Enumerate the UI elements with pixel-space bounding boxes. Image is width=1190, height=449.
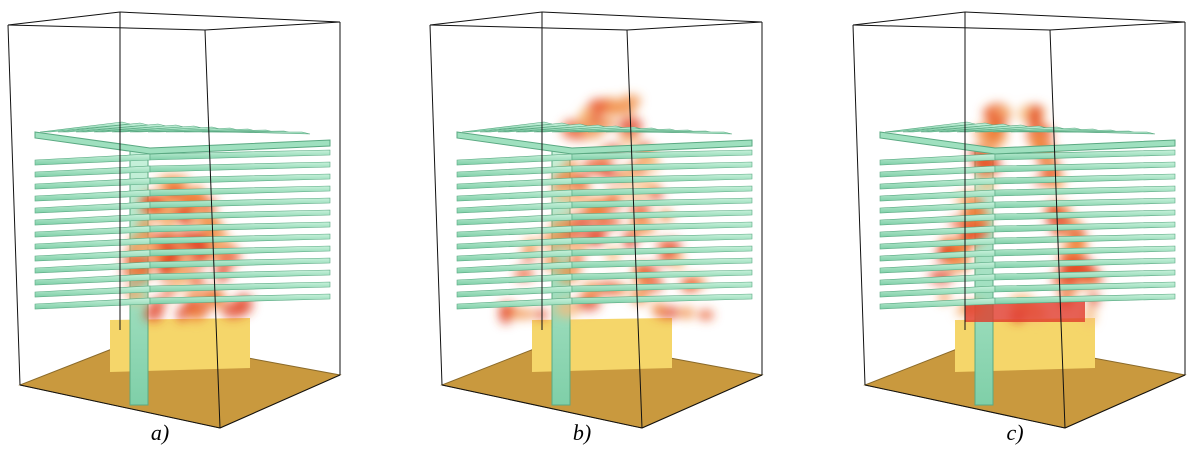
slat	[995, 186, 1175, 196]
box-edge	[542, 12, 762, 22]
panel-label: c)	[1006, 420, 1023, 445]
panel	[430, 12, 762, 428]
slat	[995, 162, 1175, 172]
roof-slat	[220, 132, 310, 134]
flame	[609, 104, 637, 115]
box-edge	[627, 22, 762, 30]
box-edge	[853, 25, 1050, 30]
flame	[509, 309, 534, 320]
panel-label: b)	[573, 420, 591, 445]
box-edge	[853, 25, 865, 385]
box-edge	[205, 22, 340, 30]
flame	[188, 308, 205, 322]
figure: a) b) c)	[0, 0, 1190, 449]
slat	[995, 198, 1175, 208]
box-edge	[8, 12, 120, 25]
box-edge	[120, 12, 340, 22]
flame	[651, 302, 665, 316]
slat	[572, 174, 752, 184]
slat	[995, 210, 1175, 220]
flame	[534, 309, 548, 319]
slat	[572, 294, 752, 304]
flame	[679, 307, 695, 319]
slat	[995, 174, 1175, 184]
flame	[996, 106, 1009, 116]
box-edge	[430, 25, 627, 30]
box-edge	[965, 12, 1185, 22]
panel	[8, 12, 340, 428]
flame	[698, 310, 714, 321]
roof-slat	[642, 132, 732, 134]
flame	[588, 98, 609, 112]
panel-label: a)	[151, 420, 169, 445]
flame	[1029, 105, 1042, 123]
panel	[853, 12, 1185, 428]
box-edge	[430, 25, 442, 385]
slat	[150, 222, 330, 232]
box-edge	[853, 12, 965, 25]
box-edge	[430, 12, 542, 25]
box-edge	[8, 25, 205, 30]
box-edge	[8, 25, 20, 385]
roof-slat	[1065, 132, 1155, 134]
box-edge	[1050, 22, 1185, 30]
slat	[572, 270, 752, 280]
slat	[150, 162, 330, 172]
